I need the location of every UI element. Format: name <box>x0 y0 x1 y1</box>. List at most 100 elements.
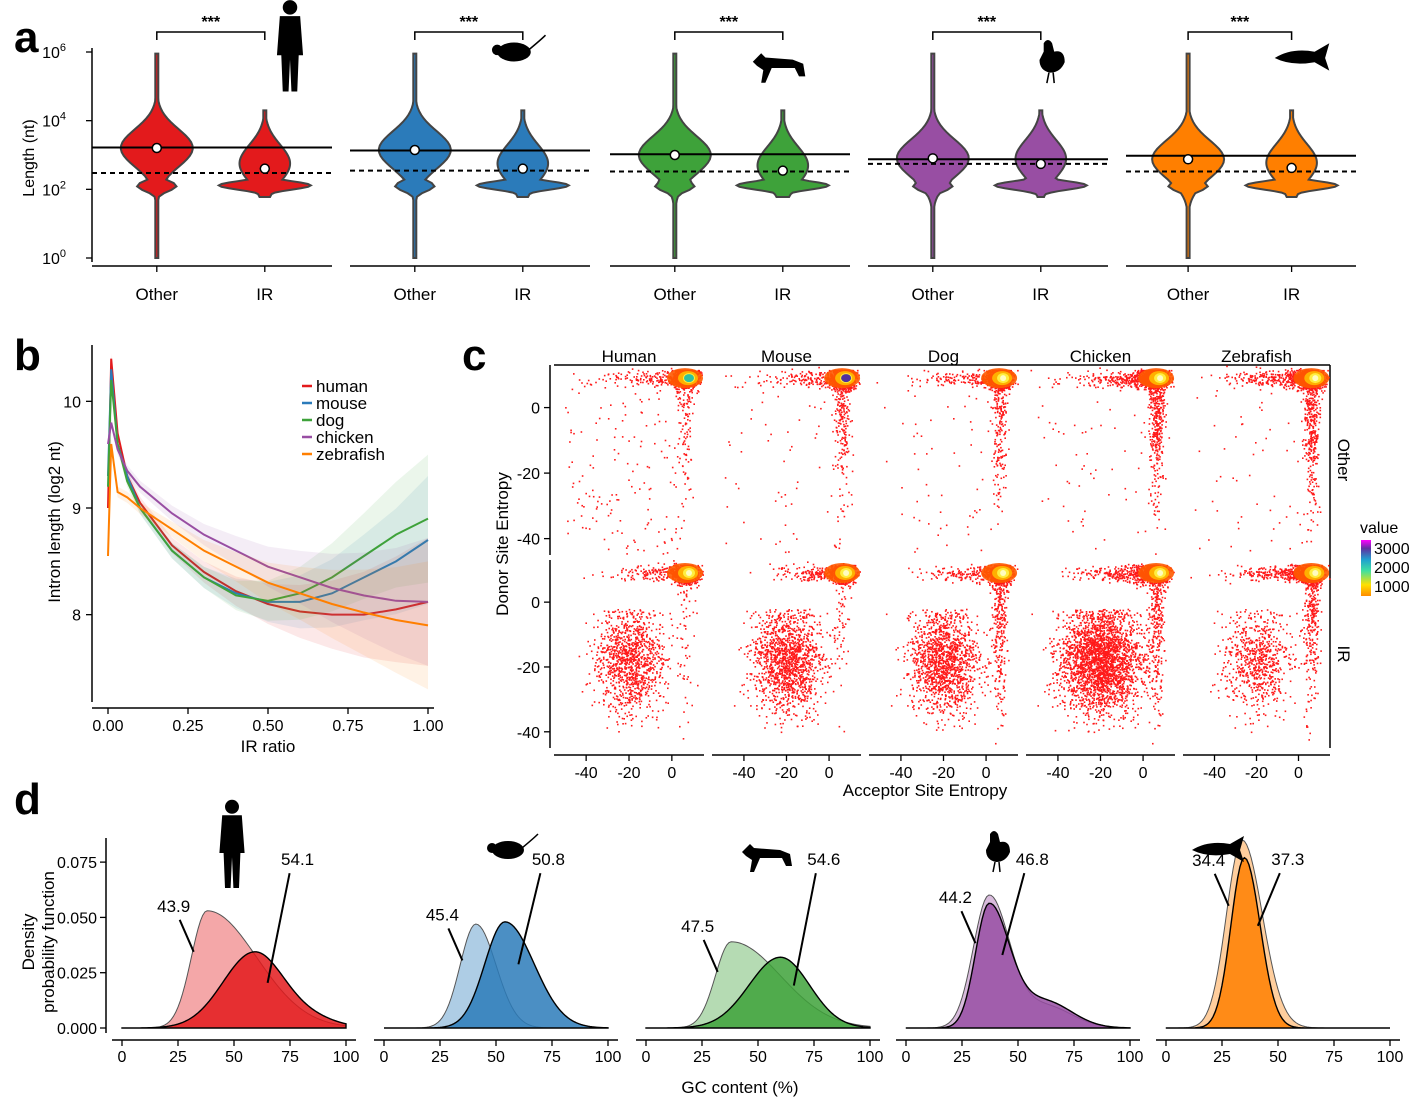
panel-b: Intron length (log2 nt) IR ratio 89100.0… <box>45 345 444 756</box>
scatter-point <box>637 464 639 466</box>
scatter-point <box>664 380 666 382</box>
panel-a: 100102104106Other IR***Other IR***Other IR*… <box>42 0 1356 304</box>
mouse-head <box>492 45 503 56</box>
scatter-point <box>689 431 691 433</box>
scatter-point <box>689 391 691 393</box>
scatter-point <box>636 378 638 380</box>
scatter-point <box>627 463 629 465</box>
panel-a-xtick-label: Other <box>654 285 697 304</box>
scatter-point <box>678 389 680 391</box>
scatter-point <box>634 436 636 438</box>
scatter-point <box>626 553 628 555</box>
scatter-point <box>660 378 662 380</box>
scatter-point <box>641 375 643 377</box>
scatter-point <box>673 484 675 486</box>
dog-body <box>753 53 806 82</box>
scatter-point <box>683 442 685 444</box>
panel-b-ytick-label: 8 <box>72 608 81 625</box>
scatter-point <box>659 421 661 423</box>
facet-column-label: Zebrafish <box>1221 347 1292 366</box>
significance-bracket <box>415 32 523 40</box>
scatter-point <box>650 375 652 377</box>
scatter-point <box>627 545 629 547</box>
panel-a-ytick-label: 104 <box>42 111 66 131</box>
panel-c-ytick-label: -20 <box>517 466 540 483</box>
scatter-point <box>678 462 680 464</box>
scatter-point <box>573 373 575 375</box>
scatter-point <box>655 373 657 375</box>
facet-column-label: Human <box>602 347 657 366</box>
scatter-point <box>683 453 685 455</box>
scatter-point <box>698 391 700 393</box>
scatter-point <box>687 419 689 421</box>
scatter-point <box>577 502 579 504</box>
scatter-point <box>691 392 693 394</box>
chicken-other-median-point <box>928 154 937 163</box>
scatter-point <box>640 399 642 401</box>
scatter-point <box>614 449 616 451</box>
panel-a-xtick-label: IR <box>1283 285 1300 304</box>
scatter-point <box>652 376 654 378</box>
scatter-point <box>640 382 642 384</box>
scatter-point <box>596 506 598 508</box>
scatter-point <box>639 488 641 490</box>
scatter-point <box>589 496 591 498</box>
scatter-point <box>667 384 669 386</box>
scatter-point <box>618 453 620 455</box>
scatter-point <box>621 532 623 534</box>
scatter-point <box>567 533 569 535</box>
scatter-point <box>644 482 646 484</box>
scatter-point <box>675 486 677 488</box>
scatter-point <box>674 447 676 449</box>
scatter-point <box>630 379 632 381</box>
scatter-point <box>675 388 677 390</box>
mouse-violin <box>379 54 451 258</box>
scatter-point <box>628 440 630 442</box>
scatter-point <box>683 404 685 406</box>
scatter-point <box>678 398 680 400</box>
scatter-point <box>658 382 660 384</box>
scatter-point <box>617 377 619 379</box>
scatter-point <box>573 520 575 522</box>
scatter-point <box>636 376 638 378</box>
scatter-point <box>605 380 607 382</box>
facet-row-label: IR <box>1334 646 1353 663</box>
scatter-point <box>601 503 603 505</box>
scatter-point <box>632 385 634 387</box>
scatter-point <box>620 520 622 522</box>
scatter-point <box>691 584 693 586</box>
scatter-point <box>682 406 684 408</box>
scatter-point <box>690 436 692 438</box>
scatter-point <box>683 436 685 438</box>
panel-label-d: d <box>14 775 41 824</box>
scatter-point <box>692 497 694 499</box>
scatter-point <box>687 434 689 436</box>
panel-c-xtick-label: 0 <box>982 765 991 782</box>
scatter-point <box>646 377 648 379</box>
figure: a b c d Length (nt) 100102104106Other IR*… <box>0 0 1418 1100</box>
scatter-point <box>678 516 680 518</box>
scatter-point <box>684 392 686 394</box>
scatter-point <box>679 538 681 540</box>
scatter-point <box>581 505 583 507</box>
mouse-ir-median-point <box>518 164 527 173</box>
scatter-point <box>700 371 702 373</box>
scatter-point <box>631 486 633 488</box>
panel-c-xtick-label: -20 <box>1245 765 1268 782</box>
scatter-point <box>664 375 666 377</box>
scatter-point <box>654 443 656 445</box>
dog-ir-median-point <box>778 166 787 175</box>
scatter-point <box>609 500 611 502</box>
scatter-point <box>685 459 687 461</box>
panel-c-ytick-label: -40 <box>517 725 540 742</box>
scatter-point <box>579 379 581 381</box>
scatter-point <box>667 552 669 554</box>
scatter-point <box>654 386 656 388</box>
scatter-point <box>626 374 628 376</box>
panel-c-xtick-label: -40 <box>1046 765 1069 782</box>
panel-c-xtick-label: -20 <box>1089 765 1112 782</box>
scatter-point <box>681 527 683 529</box>
scatter-point <box>661 451 663 453</box>
panel-c-xtick-label: 0 <box>667 765 676 782</box>
scatter-point <box>567 412 569 414</box>
